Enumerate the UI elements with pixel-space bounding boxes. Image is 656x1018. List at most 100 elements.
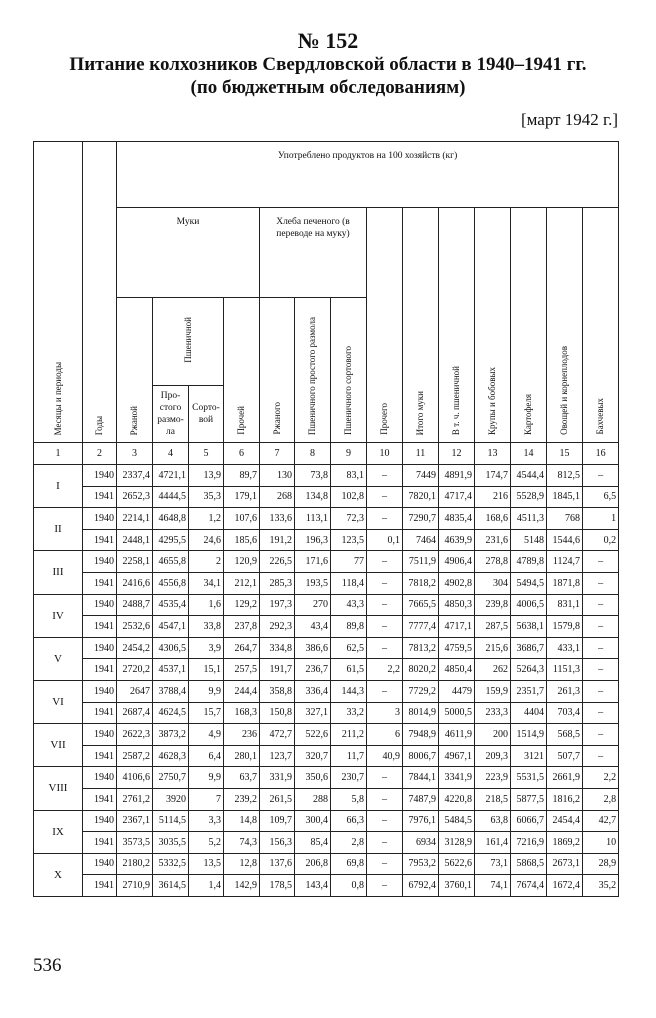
table-row: X 1940 2180,2 5332,5 13,5 12,8 137,6 206,8 69,8–… bbox=[33, 852, 620, 897]
value-cell: 2180,2 bbox=[116, 852, 153, 876]
value-cell: 5868,5 bbox=[510, 852, 547, 876]
value-cell: 1579,8 bbox=[546, 615, 583, 638]
value-cell: 2750,7 bbox=[152, 766, 189, 789]
table-row: 1941 2532,6 4547,1 33,8 237,8 292,3 43,4 89,8–7… bbox=[34, 615, 620, 638]
value-cell: 472,7 bbox=[259, 723, 295, 746]
value-cell: 5877,5 bbox=[510, 787, 547, 811]
title-line-2: (по бюджетным обследованиям) bbox=[190, 77, 466, 98]
value-cell: – bbox=[366, 809, 403, 833]
value-cell: 2647 bbox=[116, 679, 153, 703]
value-cell: 223,9 bbox=[474, 766, 511, 789]
column-number: 8 bbox=[294, 442, 331, 465]
value-cell: 1 bbox=[581, 507, 620, 530]
value-cell: 7511,9 bbox=[402, 550, 439, 573]
value-cell: 11,7 bbox=[330, 744, 367, 768]
value-cell: – bbox=[366, 550, 403, 573]
value-cell: 4220,8 bbox=[438, 787, 475, 811]
value-cell: 1816,2 bbox=[546, 787, 583, 811]
value-cell: 143,4 bbox=[294, 874, 331, 897]
value-cell: 6,4 bbox=[188, 744, 224, 768]
value-cell: 2 bbox=[188, 550, 224, 573]
value-cell: 292,3 bbox=[259, 615, 295, 638]
value-cell: 1124,7 bbox=[546, 550, 583, 573]
value-cell: 2673,1 bbox=[546, 852, 583, 876]
value-cell: 150,8 bbox=[259, 701, 295, 725]
header-bread-wheat-grade: Пшеничного сортового bbox=[330, 297, 367, 443]
value-cell: 215,6 bbox=[474, 636, 511, 660]
title-line-1: Питание колхозников Свердловской области… bbox=[69, 54, 587, 75]
value-cell: 8014,9 bbox=[402, 701, 439, 725]
value-cell: 7818,2 bbox=[402, 571, 439, 595]
header-months: Месяцы и периоды bbox=[33, 141, 83, 443]
value-cell: 264,7 bbox=[223, 636, 260, 660]
value-cell: 73,8 bbox=[294, 464, 331, 487]
value-cell: 812,5 bbox=[546, 464, 583, 487]
value-cell: 231,6 bbox=[474, 528, 511, 552]
value-cell: 2454,2 bbox=[116, 636, 153, 660]
value-cell: 5148 bbox=[510, 528, 547, 552]
value-cell: – bbox=[366, 464, 403, 487]
value-cell: 4624,5 bbox=[152, 701, 189, 725]
header-melons: Бахчевых bbox=[581, 207, 620, 443]
value-cell: 3873,2 bbox=[152, 723, 189, 746]
column-number: 1 bbox=[33, 442, 83, 465]
value-cell: – bbox=[581, 636, 620, 660]
value-cell: 0,2 bbox=[581, 528, 620, 552]
value-cell: – bbox=[366, 852, 403, 876]
value-cell: 236 bbox=[223, 723, 260, 746]
value-cell: 73,1 bbox=[474, 852, 511, 876]
table-row: 1941 3573,5 3035,5 5,2 74,3 156,3 85,4 2,8–6934… bbox=[34, 831, 620, 854]
value-cell: 13,9 bbox=[188, 464, 224, 487]
value-cell: 327,1 bbox=[294, 701, 331, 725]
value-cell: 5264,3 bbox=[510, 658, 547, 681]
header-wheat-grade: Сорто-вой bbox=[188, 385, 224, 443]
month-cell: V bbox=[33, 636, 83, 681]
value-cell: 24,6 bbox=[188, 528, 224, 552]
header-incl-wheat: В т. ч. пшеничной bbox=[438, 207, 475, 443]
value-cell: 2351,7 bbox=[510, 679, 547, 703]
header-rye-flour: Ржаной bbox=[116, 297, 153, 443]
value-cell: 62,5 bbox=[330, 636, 367, 660]
value-cell: 4444,5 bbox=[152, 485, 189, 509]
column-number: 11 bbox=[402, 442, 439, 465]
column-number: 3 bbox=[116, 442, 153, 465]
table-row: 1941 2710,9 3614,5 1,4 142,9 178,5 143,4 0,8–67… bbox=[34, 874, 620, 897]
value-cell: 33,2 bbox=[330, 701, 367, 725]
value-cell: 5332,5 bbox=[152, 852, 189, 876]
value-cell: 320,7 bbox=[294, 744, 331, 768]
value-cell: 230,7 bbox=[330, 766, 367, 789]
table-row: I 1940 2337,4 4721,1 13,9 89,7 130 73,8 83,1–744… bbox=[33, 463, 620, 509]
month-cell: I bbox=[33, 463, 83, 509]
value-cell: 7216,9 bbox=[510, 831, 547, 854]
value-cell: 156,3 bbox=[259, 831, 295, 854]
value-cell: – bbox=[366, 507, 403, 530]
value-cell: 278,8 bbox=[474, 550, 511, 573]
year-cell: 1941 bbox=[82, 874, 117, 897]
year-cell: 1940 bbox=[82, 464, 117, 487]
value-cell: – bbox=[581, 571, 620, 595]
column-number: 12 bbox=[438, 442, 475, 465]
value-cell: 5622,6 bbox=[438, 852, 475, 876]
value-cell: 2367,1 bbox=[116, 809, 153, 833]
value-cell: 72,3 bbox=[330, 507, 367, 530]
value-cell: 191,2 bbox=[259, 528, 295, 552]
value-cell: 7729,2 bbox=[402, 679, 439, 703]
column-number-row: 1 2 3 4 5 6 7 8 9 10 11 12 13 14 15 16 bbox=[33, 442, 620, 465]
value-cell: 63,8 bbox=[474, 809, 511, 833]
value-cell: 109,7 bbox=[259, 809, 295, 833]
value-cell: – bbox=[581, 658, 620, 681]
value-cell: 3 bbox=[366, 701, 403, 725]
value-cell: 331,9 bbox=[259, 766, 295, 789]
column-number: 2 bbox=[82, 442, 117, 465]
year-cell: 1941 bbox=[82, 658, 117, 681]
value-cell: 4789,8 bbox=[510, 550, 547, 573]
value-cell: 2622,3 bbox=[116, 723, 153, 746]
value-cell: 336,4 bbox=[294, 679, 331, 703]
value-cell: 200 bbox=[474, 723, 511, 746]
value-cell: 113,1 bbox=[294, 507, 331, 530]
year-cell: 1941 bbox=[82, 485, 117, 509]
document-number: № 152 bbox=[297, 28, 359, 53]
value-cell: 1871,8 bbox=[546, 571, 583, 595]
table-row: 1941 2416,6 4556,8 34,1 212,1 285,3 193,5 118,4… bbox=[34, 571, 620, 595]
value-cell: 102,8 bbox=[330, 485, 367, 509]
